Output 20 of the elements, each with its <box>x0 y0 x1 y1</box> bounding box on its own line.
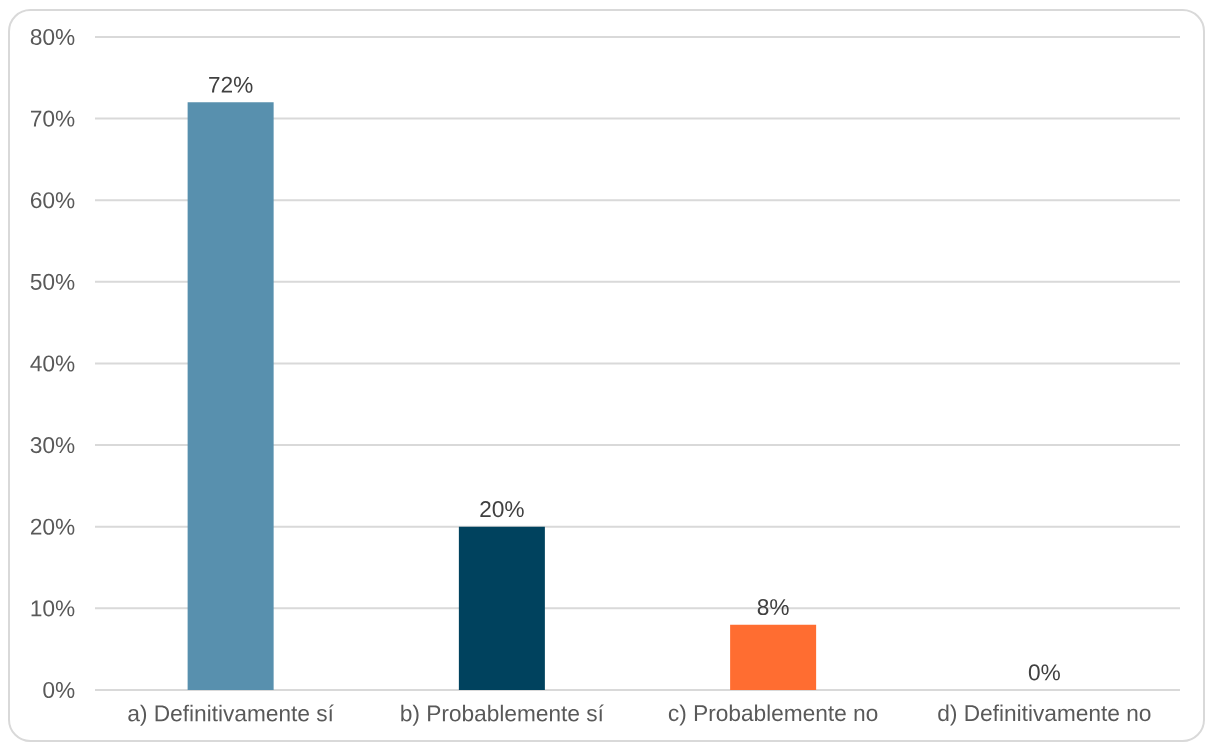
y-tick-label: 50% <box>30 273 75 290</box>
y-tick-label: 20% <box>30 518 75 535</box>
data-label: 8% <box>757 599 789 616</box>
data-label: 20% <box>480 501 524 518</box>
x-tick-label: a) Definitivamente sí <box>128 704 334 726</box>
bar <box>730 624 817 690</box>
y-tick-label: 30% <box>30 437 75 454</box>
y-tick-label: 40% <box>30 355 75 372</box>
bar <box>458 526 545 690</box>
y-tick-label: 0% <box>43 681 75 699</box>
bar <box>187 102 274 690</box>
data-label: 0% <box>1028 664 1060 681</box>
x-tick-label: c) Probablemente no <box>668 704 878 726</box>
y-tick-label: 10% <box>31 600 75 617</box>
x-tick-label: b) Probablemente sí <box>401 704 604 726</box>
data-label: 72% <box>209 76 253 93</box>
y-tick-label: 60% <box>30 192 75 209</box>
y-tick-label: 80% <box>30 28 75 46</box>
y-tick-label: 70% <box>30 110 75 127</box>
x-tick-label: d) Definitivamente no <box>938 704 1151 726</box>
